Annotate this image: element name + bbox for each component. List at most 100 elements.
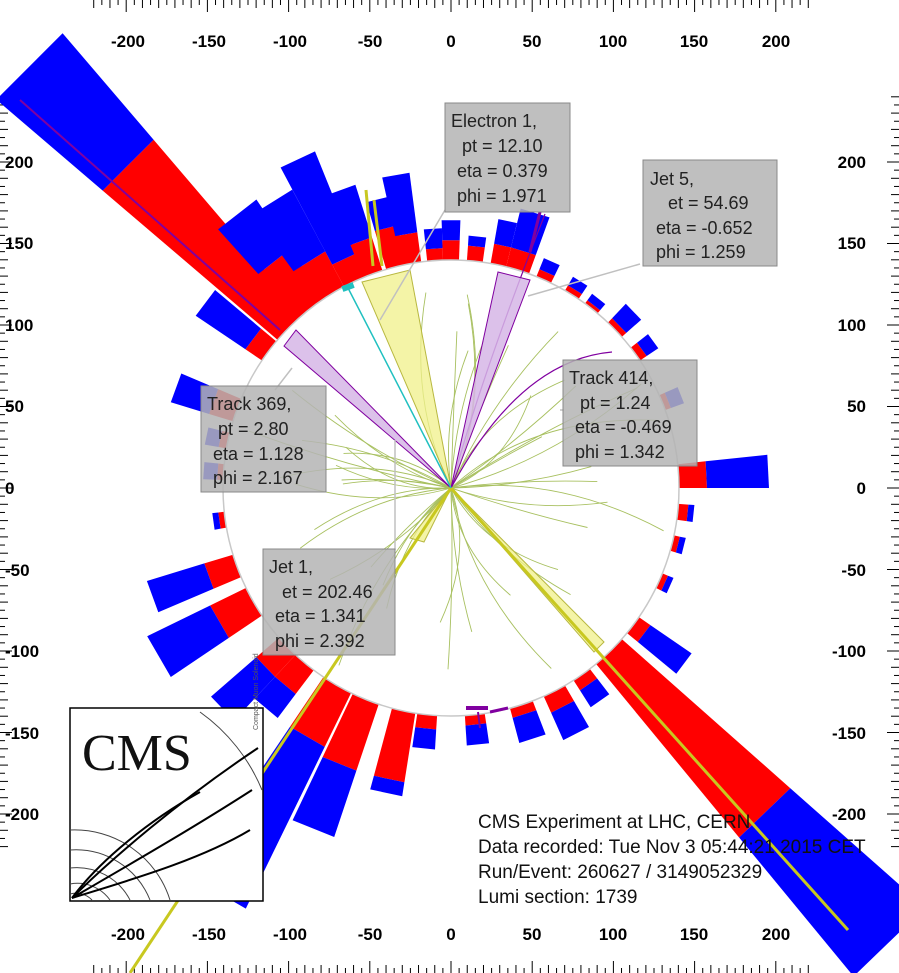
hcal-tower — [468, 235, 487, 248]
y-tick-label: -100 — [5, 642, 39, 661]
annotation-line: phi = 1.342 — [575, 442, 665, 462]
cms-logo: CMS Compact Muon Solenoid — [69, 653, 264, 902]
y-tick-label: 100 — [838, 316, 866, 335]
annotation-title: Track 414, — [569, 368, 653, 388]
annotation-line: et = 54.69 — [668, 193, 749, 213]
ecal-tower — [510, 700, 537, 718]
date-recorded: Data recorded: Tue Nov 3 05:44:21 2015 C… — [478, 837, 866, 858]
leader-jet5 — [527, 263, 641, 297]
hcal-tower — [512, 710, 546, 743]
hcal-tower — [441, 220, 461, 241]
experiment-label: CMS Experiment at LHC, CERN — [478, 812, 750, 833]
hcal-tower — [382, 172, 418, 237]
annotation-jet-5: Jet 5, et = 54.69 eta = -0.652 phi = 1.2… — [642, 159, 778, 267]
hcal-tower — [147, 605, 229, 677]
annotation-line: phi = 1.971 — [457, 186, 547, 206]
hcal-tower — [661, 575, 674, 594]
hcal-tower — [0, 33, 154, 191]
jet-cone-upper — [361, 269, 452, 489]
ecal-tower — [322, 693, 379, 771]
y-axis-labels-right: 200 150 100 50 0 -50 -100 -150 -200 — [832, 153, 866, 824]
track — [450, 487, 552, 669]
hcal-tower — [551, 701, 589, 741]
hcal-tower — [195, 290, 261, 350]
x-tick-label: -150 — [192, 32, 226, 51]
x-axis-labels-top: -200 -150 -100 -50 0 50 100 150 200 — [111, 32, 790, 51]
hcal-tower — [211, 657, 275, 721]
annotation-line: eta = 0.379 — [457, 161, 548, 181]
run-event: Run/Event: 260627 / 3149052329 — [478, 862, 762, 883]
y-tick-label: 150 — [838, 234, 866, 253]
y-tick-label: 50 — [847, 397, 866, 416]
track — [450, 480, 598, 489]
x-axis-labels-bottom: -200 -150 -100 -50 0 50 100 150 200 — [111, 925, 790, 944]
hcal-tower — [412, 727, 437, 750]
hcal-tower — [146, 563, 214, 613]
track — [450, 340, 485, 489]
hcal-tower — [329, 184, 372, 245]
muon-segment-bottom-2 — [477, 711, 481, 729]
annotation-box — [262, 548, 396, 656]
y-tick-label: -200 — [5, 805, 39, 824]
hcal-tower — [218, 199, 290, 274]
y-tick-label: -50 — [5, 561, 30, 580]
track — [450, 331, 458, 489]
ecal-tower — [536, 269, 555, 284]
annotation-line: pt = 1.24 — [580, 393, 651, 413]
y-tick-label: 100 — [5, 316, 33, 335]
y-tick-label: 50 — [5, 397, 24, 416]
cms-logo-tracks — [71, 747, 259, 899]
upper-electron-segment-2 — [372, 199, 384, 267]
track — [439, 487, 461, 623]
jet-cone-left — [283, 329, 452, 489]
track — [450, 487, 588, 528]
x-tick-label: -50 — [358, 925, 383, 944]
ecal-tower — [293, 251, 344, 304]
annotation-line: et = 202.46 — [282, 582, 373, 602]
cms-logo-vertical-text: Compact Muon Solenoid — [253, 653, 260, 730]
y-tick-label: -150 — [832, 724, 866, 743]
hcal-tower — [637, 334, 659, 356]
electron-track — [449, 486, 850, 932]
annotation-line: pt = 2.80 — [218, 419, 289, 439]
hcal-tower — [580, 678, 610, 708]
annotation-box — [200, 385, 327, 493]
ecal-tower — [425, 248, 443, 262]
ecal-tower — [543, 685, 574, 713]
event-info: CMS Experiment at LHC, CERN Data recorde… — [478, 812, 866, 908]
ecal-tower — [290, 677, 352, 747]
y-tick-label: -200 — [832, 805, 866, 824]
hcal-tower — [292, 757, 357, 837]
jet-5-cone — [450, 271, 531, 489]
x-tick-label: 100 — [599, 925, 627, 944]
annotation-line: eta = 1.341 — [275, 606, 366, 626]
muon-segment-bottom-3 — [489, 706, 509, 714]
annotation-line: phi = 2.167 — [213, 468, 303, 488]
hcal-tower — [675, 536, 686, 555]
ecal-tower — [245, 328, 277, 361]
ecal-tower — [677, 461, 707, 488]
track — [450, 385, 577, 489]
hcal-tower — [612, 303, 642, 333]
x-tick-label: 200 — [762, 32, 790, 51]
y-tick-label: 0 — [5, 479, 14, 498]
x-tick-label: 0 — [446, 32, 455, 51]
cyan-track — [347, 287, 452, 489]
track — [450, 484, 664, 532]
jet-cones — [283, 269, 605, 653]
ecal-tower — [210, 587, 262, 638]
annotation-line: eta = 1.128 — [213, 444, 304, 464]
track — [450, 331, 559, 489]
ecal-tower — [350, 237, 383, 278]
ecal-tower — [565, 285, 582, 299]
hcal-tower — [370, 775, 405, 797]
x-tick-label: -150 — [192, 925, 226, 944]
ecal-tower — [204, 554, 242, 589]
track — [450, 487, 608, 507]
ecal-tower — [464, 713, 487, 726]
ecal-tower — [258, 249, 324, 319]
annotation-title: Jet 5, — [650, 169, 694, 189]
track — [447, 487, 453, 670]
